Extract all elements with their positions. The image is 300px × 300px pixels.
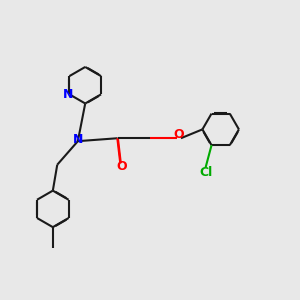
Text: O: O [117,160,127,173]
Text: Cl: Cl [200,166,213,179]
Text: O: O [173,128,184,141]
Text: N: N [73,133,83,146]
Text: N: N [63,88,73,101]
